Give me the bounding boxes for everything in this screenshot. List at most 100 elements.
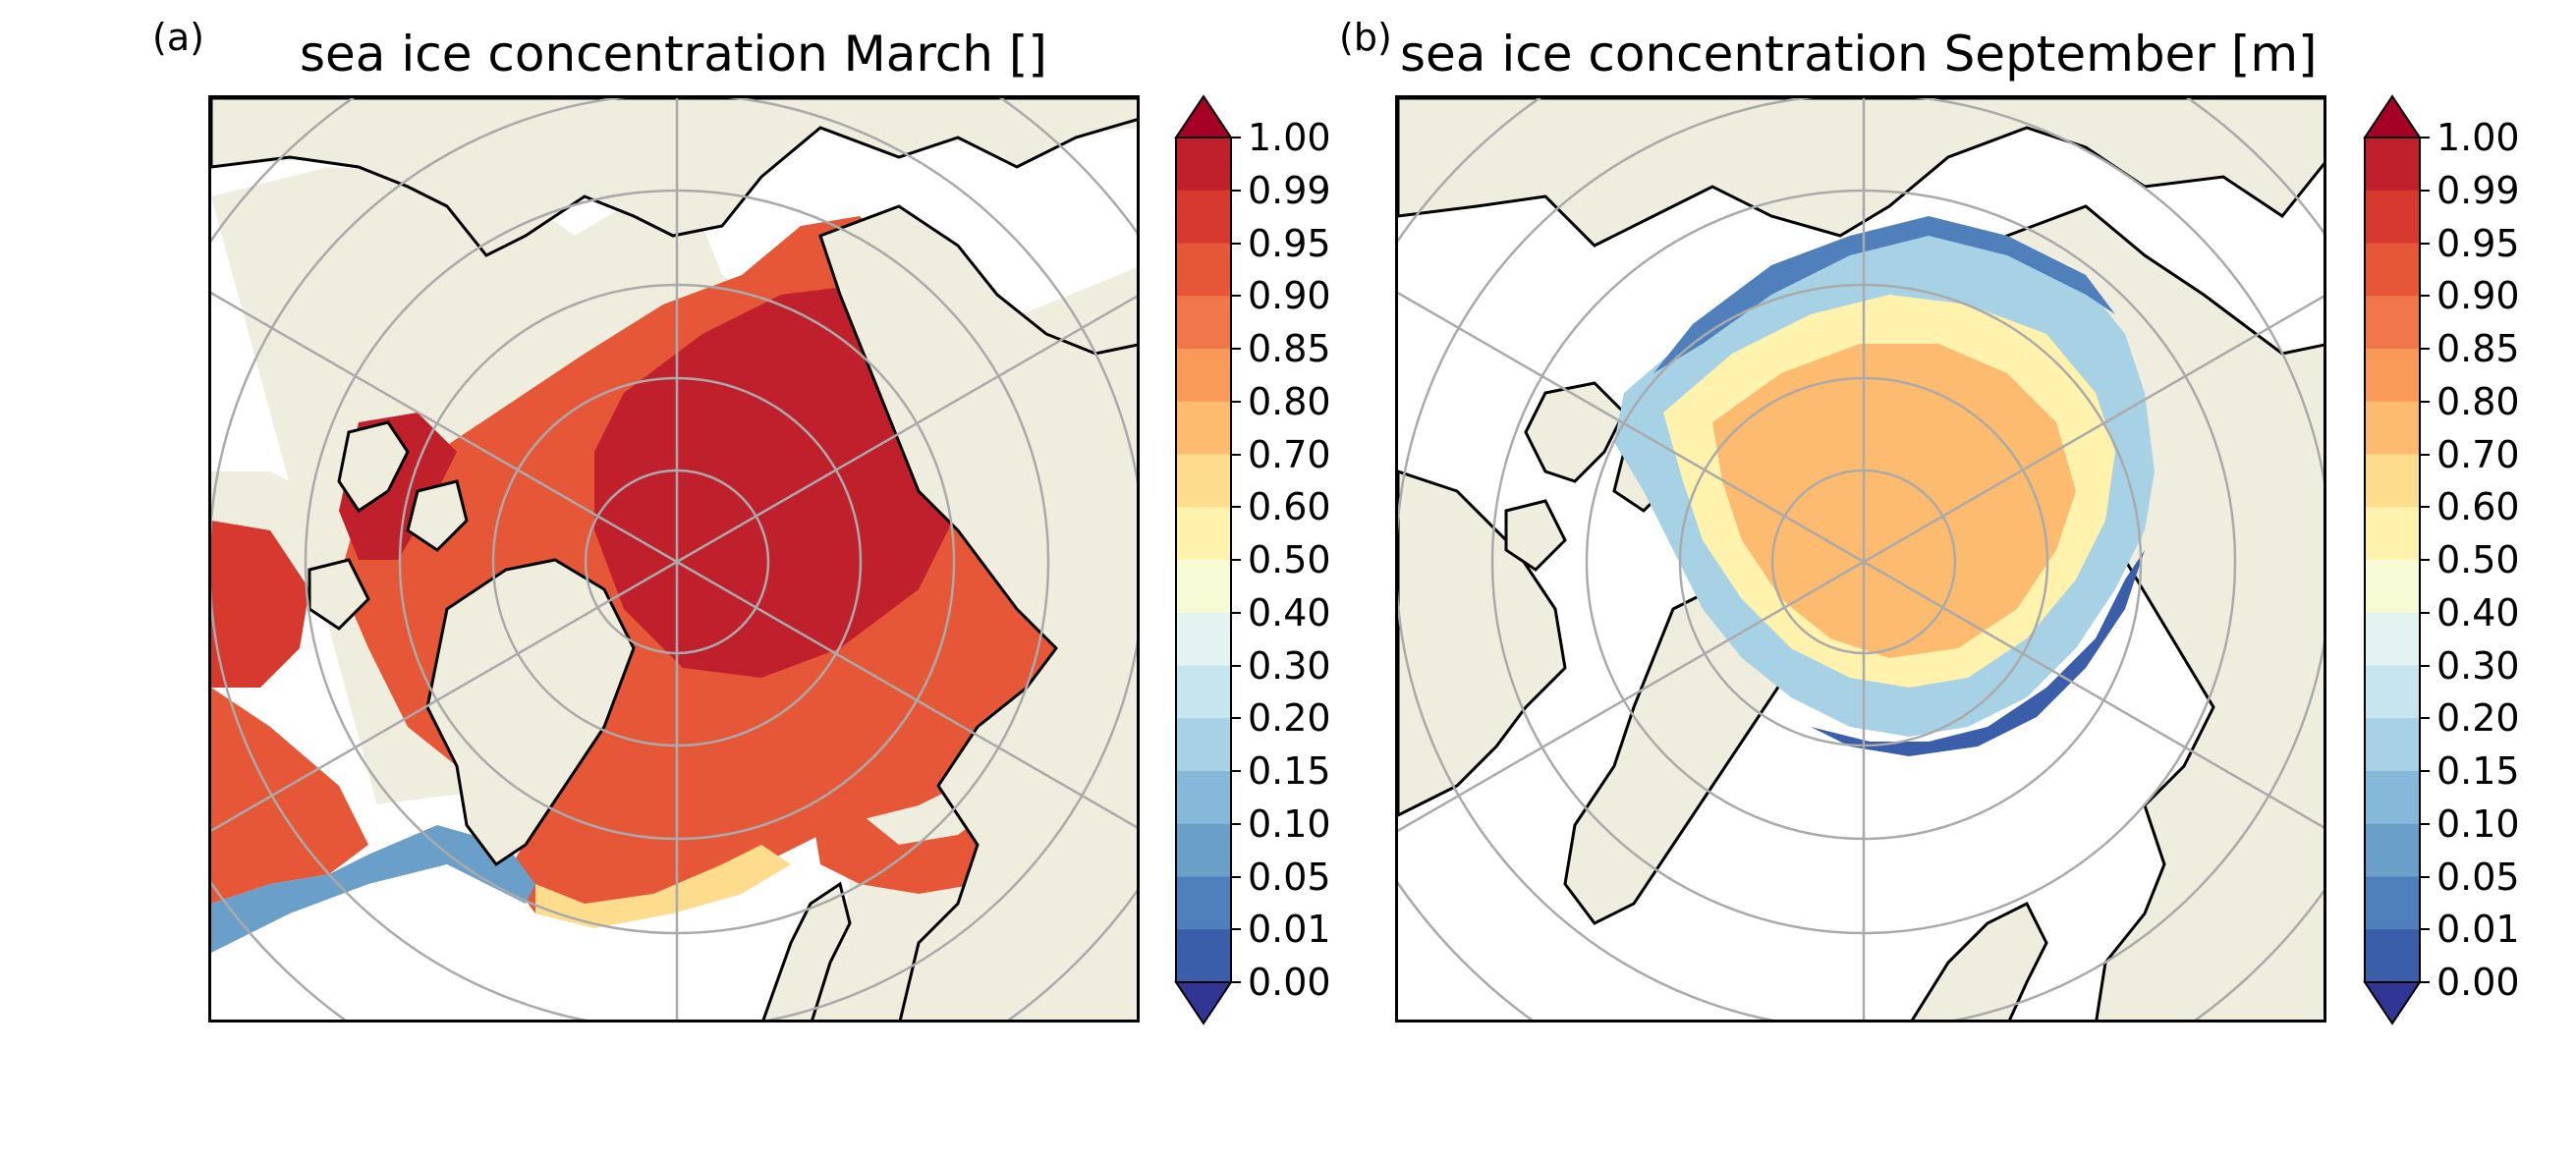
colorbar-a-segment bbox=[1176, 612, 1231, 666]
colorbar-a bbox=[1174, 93, 1233, 1030]
ice-edge-yellow bbox=[535, 845, 791, 928]
land-scandinavia-b bbox=[1910, 901, 2048, 1020]
colorbar-a-svg bbox=[1174, 94, 1233, 1025]
sea-ice-atlantic bbox=[801, 746, 1017, 894]
colorbar-b-tick-label: 0.60 bbox=[2436, 485, 2520, 529]
colorbar-b-tick bbox=[2420, 664, 2430, 667]
colorbar-a-tick-label: 0.20 bbox=[1248, 696, 1331, 741]
colorbar-b-tick-label: 1.00 bbox=[2436, 116, 2520, 159]
colorbar-b-segment bbox=[2365, 771, 2420, 825]
colorbar-a-segment bbox=[1176, 190, 1231, 244]
colorbar-a-tick-label: 0.05 bbox=[1248, 855, 1331, 899]
colorbar-b-segment bbox=[2365, 401, 2420, 455]
colorbar-a-tick bbox=[1231, 295, 1241, 298]
colorbar-a-tick-label: 0.01 bbox=[1248, 908, 1331, 952]
map-september-svg bbox=[1398, 98, 2324, 1020]
colorbar-b-segment bbox=[2365, 454, 2420, 508]
colorbar-a-tick-label: 0.00 bbox=[1248, 961, 1331, 1004]
colorbar-b-tick-label: 0.50 bbox=[2436, 538, 2520, 581]
map-september bbox=[1395, 95, 2326, 1022]
graticule-b bbox=[1398, 98, 2324, 1020]
colorbar-b-tick bbox=[2420, 559, 2430, 561]
colorbar-b-segment bbox=[2365, 560, 2420, 614]
graticule bbox=[211, 98, 1137, 1020]
colorbar-b-tick bbox=[2420, 611, 2430, 614]
land-canada-islands bbox=[308, 420, 469, 631]
colorbar-a-segment bbox=[1176, 349, 1231, 403]
land-canada-west bbox=[1398, 470, 1567, 817]
colorbar-b-segment bbox=[2365, 876, 2420, 930]
colorbar-a-tick bbox=[1231, 453, 1241, 456]
colorbar-a-segment bbox=[1176, 718, 1231, 772]
colorbar-a-segment bbox=[1176, 771, 1231, 825]
colorbar-a-tick bbox=[1231, 981, 1241, 983]
colorbar-b-segment bbox=[2365, 138, 2420, 192]
colorbar-b-segment bbox=[2365, 507, 2420, 561]
colorbar-a-tick bbox=[1231, 400, 1241, 403]
sea-ice-labrador bbox=[211, 688, 368, 904]
colorbar-b-tick-label: 0.10 bbox=[2436, 801, 2520, 846]
colorbar-a-tick-label: 0.80 bbox=[1248, 379, 1331, 423]
sea-ice-sept-blue-rim bbox=[1653, 216, 2115, 373]
colorbar-a-segment bbox=[1176, 823, 1231, 877]
colorbar-a-tick-label: 0.85 bbox=[1248, 327, 1331, 370]
colorbar-b-svg bbox=[2363, 94, 2422, 1025]
colorbar-b-tick-label: 0.05 bbox=[2436, 855, 2520, 899]
colorbar-b-tick bbox=[2420, 928, 2430, 931]
colorbar-b-segment bbox=[2365, 823, 2420, 877]
colorbar-a-tick-label: 1.00 bbox=[1248, 116, 1331, 159]
colorbar-a-tick bbox=[1231, 137, 1241, 138]
land-siberia-top bbox=[818, 204, 1137, 1020]
colorbar-a-tick-label: 0.40 bbox=[1248, 590, 1331, 635]
land-north-america bbox=[1398, 98, 2324, 248]
map-march bbox=[208, 95, 1140, 1022]
panel-a-title: sea ice concentration March [] bbox=[300, 26, 1047, 83]
map-march-svg bbox=[211, 98, 1137, 1020]
colorbar-b-tick bbox=[2420, 295, 2430, 298]
sea-ice-hudson bbox=[211, 521, 309, 688]
colorbar-b-segment bbox=[2365, 296, 2420, 350]
colorbar-a-tick bbox=[1231, 664, 1241, 667]
colorbar-b-tick-label: 0.01 bbox=[2436, 908, 2520, 952]
colorbar-b-segment bbox=[2365, 929, 2420, 983]
colorbar-b-tick bbox=[2420, 400, 2430, 403]
colorbar-a-segment bbox=[1176, 929, 1231, 983]
panel-b-title: sea ice concentration September [m] bbox=[1400, 26, 2318, 83]
colorbar-a-tick-label: 0.90 bbox=[1248, 274, 1331, 318]
colorbar-b-tick bbox=[2420, 506, 2430, 509]
colorbar-a-tick-label: 0.95 bbox=[1248, 221, 1331, 265]
colorbar-b-tick bbox=[2420, 822, 2430, 825]
colorbar-b-tick-label: 0.90 bbox=[2436, 274, 2520, 318]
colorbar-b-tick-label: 0.70 bbox=[2436, 432, 2520, 476]
colorbar-a-tick-label: 0.60 bbox=[1248, 485, 1331, 529]
colorbar-b-tick-label: 0.85 bbox=[2436, 327, 2520, 370]
colorbar-b-tick-label: 0.15 bbox=[2436, 749, 2520, 793]
land-alaska-top bbox=[211, 98, 1137, 257]
colorbar-b-tick bbox=[2420, 770, 2430, 772]
colorbar-a-tick-label: 0.10 bbox=[1248, 801, 1331, 846]
colorbar-a-segment bbox=[1176, 876, 1231, 930]
colorbar-a-tick-label: 0.30 bbox=[1248, 643, 1331, 688]
colorbar-a-segment bbox=[1176, 401, 1231, 455]
panel-b-letter: (b) bbox=[1339, 16, 1392, 59]
land-scandinavia-top bbox=[761, 881, 852, 1020]
colorbar-b-tick bbox=[2420, 242, 2430, 245]
colorbar-b-tick-label: 0.95 bbox=[2436, 221, 2520, 265]
colorbar-a-tick bbox=[1231, 506, 1241, 509]
colorbar-b-tick bbox=[2420, 189, 2430, 192]
colorbar-b-segment bbox=[2365, 718, 2420, 772]
land-greenland-top bbox=[425, 558, 636, 867]
colorbar-a-tick-label: 0.70 bbox=[1248, 432, 1331, 476]
colorbar-b-tick-label: 0.20 bbox=[2436, 696, 2520, 741]
colorbar-b-tick bbox=[2420, 453, 2430, 456]
colorbar-a-segment bbox=[1176, 454, 1231, 508]
colorbar-a-tick bbox=[1231, 875, 1241, 878]
colorbar-a-tick-label: 0.99 bbox=[1248, 168, 1331, 212]
colorbar-a-tick-label: 0.50 bbox=[1248, 538, 1331, 581]
colorbar-b-tick-label: 0.99 bbox=[2436, 168, 2520, 212]
colorbar-b-tick-label: 0.30 bbox=[2436, 643, 2520, 688]
colorbar-b bbox=[2363, 93, 2422, 1030]
colorbar-b-segment bbox=[2365, 665, 2420, 719]
colorbar-a-tick bbox=[1231, 770, 1241, 772]
